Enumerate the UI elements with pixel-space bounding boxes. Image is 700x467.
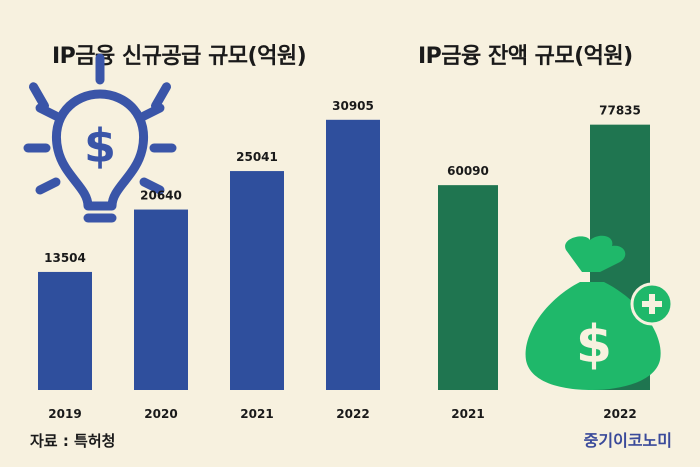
chart-title-new-supply: IP금융 신규공급 규모(억원)	[52, 44, 307, 69]
svg-text:$: $	[576, 315, 612, 375]
bar-2022	[326, 119, 380, 390]
category-label-2019: 2019	[48, 407, 81, 421]
category-label-2021: 2021	[451, 407, 484, 421]
data-label-2022: 30905	[332, 99, 374, 113]
lightbulb-dollar-icon: $	[23, 53, 177, 223]
money-bag-plus-icon: $	[525, 235, 674, 390]
bar-2019	[38, 271, 92, 390]
category-label-2022: 2022	[603, 407, 636, 421]
data-label-2020: 20640	[140, 189, 182, 203]
brand-logo-text: 중기이코노미	[583, 431, 672, 450]
data-label-2019: 13504	[44, 251, 86, 265]
source-note: 자료 : 특허청	[30, 432, 116, 450]
chart-title-balance: IP금융 잔액 규모(억원)	[418, 44, 633, 69]
data-label-2021: 25041	[236, 150, 278, 164]
data-label-2021: 60090	[447, 164, 489, 178]
category-label-2022: 2022	[336, 407, 369, 421]
bar-2021	[438, 185, 498, 390]
svg-text:$: $	[84, 119, 116, 173]
bar-2021	[230, 171, 284, 390]
category-label-2020: 2020	[144, 407, 177, 421]
data-label-2022: 77835	[599, 104, 641, 118]
category-label-2021: 2021	[240, 407, 273, 421]
bar-2020	[134, 209, 188, 390]
chart-new-supply: 13504 2019 20640 2020 25041 2021 30905 2022	[38, 99, 380, 421]
